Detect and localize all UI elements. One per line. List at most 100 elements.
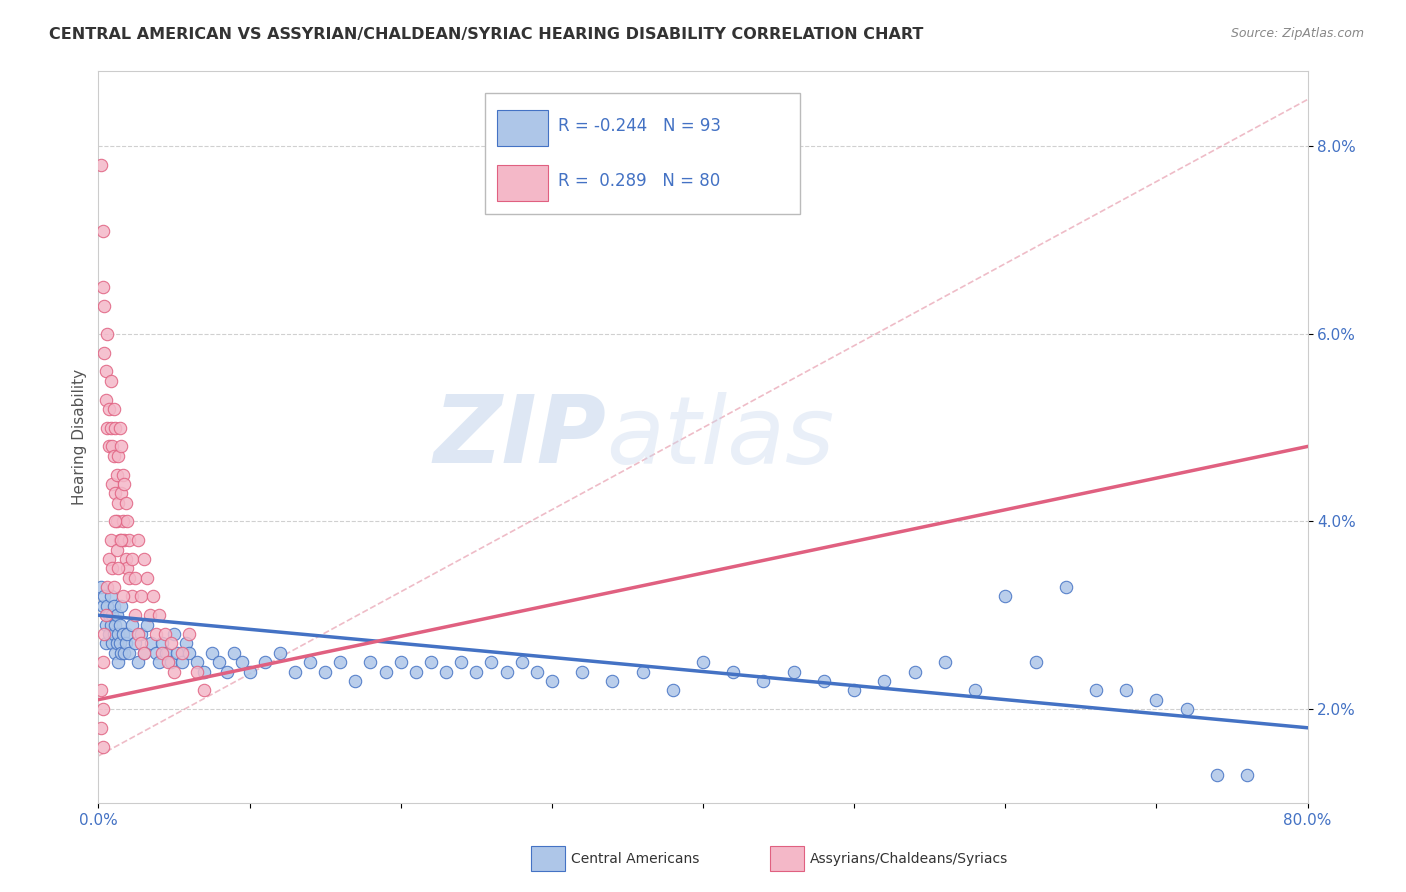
Point [163,627,186,641]
Point [284,665,307,679]
Point [170,646,193,660]
Point [1115,683,1137,698]
Point [208,655,231,669]
Point [91,280,114,294]
Point [104,515,127,529]
Text: Source: ZipAtlas.com: Source: ZipAtlas.com [1230,27,1364,40]
Point [110,599,132,613]
Point [132,646,155,660]
Point [231,655,253,669]
Point [93,299,115,313]
Point [112,477,135,491]
Point [90,683,112,698]
Point [104,420,127,434]
Point [107,496,129,510]
Point [118,646,141,660]
Point [148,655,170,669]
Point [389,655,412,669]
Point [104,617,127,632]
Point [114,552,136,566]
Point [103,449,125,463]
Point [193,665,215,679]
Point [450,655,472,669]
Point [103,599,125,613]
Point [141,636,163,650]
Y-axis label: Hearing Disability: Hearing Disability [72,369,87,505]
Point [110,533,132,548]
Point [163,665,186,679]
Point [170,655,193,669]
Text: ZIP: ZIP [433,391,606,483]
Point [571,665,593,679]
Point [1024,655,1046,669]
Point [115,515,138,529]
Point [526,665,548,679]
Point [101,561,124,575]
Text: Assyrians/Chaldeans/Syriacs: Assyrians/Chaldeans/Syriacs [810,852,1008,866]
Point [114,636,136,650]
Point [107,655,129,669]
Point [94,392,117,407]
Point [110,440,132,454]
Point [121,617,143,632]
Point [904,665,927,679]
Point [465,665,488,679]
Point [994,590,1017,604]
Point [360,655,382,669]
Point [142,590,165,604]
Point [110,486,132,500]
Point [100,420,122,434]
Point [121,552,143,566]
Point [145,646,167,660]
Point [434,665,457,679]
Point [127,627,149,641]
Text: CENTRAL AMERICAN VS ASSYRIAN/CHALDEAN/SYRIAC HEARING DISABILITY CORRELATION CHAR: CENTRAL AMERICAN VS ASSYRIAN/CHALDEAN/SY… [49,27,924,42]
Point [112,533,135,548]
Point [155,646,177,660]
FancyBboxPatch shape [485,94,800,214]
Point [692,655,714,669]
Point [103,401,125,416]
Point [127,533,149,548]
Point [100,374,122,388]
Point [110,646,132,660]
Point [148,608,170,623]
Point [118,571,141,585]
Point [299,655,322,669]
Point [1144,692,1167,706]
Point [105,515,128,529]
Point [934,655,956,669]
Point [783,665,806,679]
Point [495,665,517,679]
FancyBboxPatch shape [498,110,548,146]
Point [481,655,503,669]
Point [96,326,118,341]
Point [160,636,183,650]
Point [115,627,138,641]
Point [1236,767,1258,781]
Point [91,599,114,613]
Point [108,617,131,632]
Point [135,571,157,585]
Point [215,665,238,679]
Point [201,646,224,660]
Point [174,636,197,650]
Point [98,440,121,454]
Point [90,721,112,735]
Point [631,665,654,679]
Point [91,224,114,238]
Point [96,580,118,594]
Point [186,665,208,679]
Point [94,364,117,378]
Point [108,420,131,434]
Point [510,655,533,669]
Point [108,636,131,650]
Point [602,673,624,688]
Point [91,739,114,754]
Point [90,580,112,594]
Point [186,655,208,669]
Point [104,486,127,500]
Text: Central Americans: Central Americans [571,852,699,866]
Point [405,665,427,679]
Point [193,683,215,698]
